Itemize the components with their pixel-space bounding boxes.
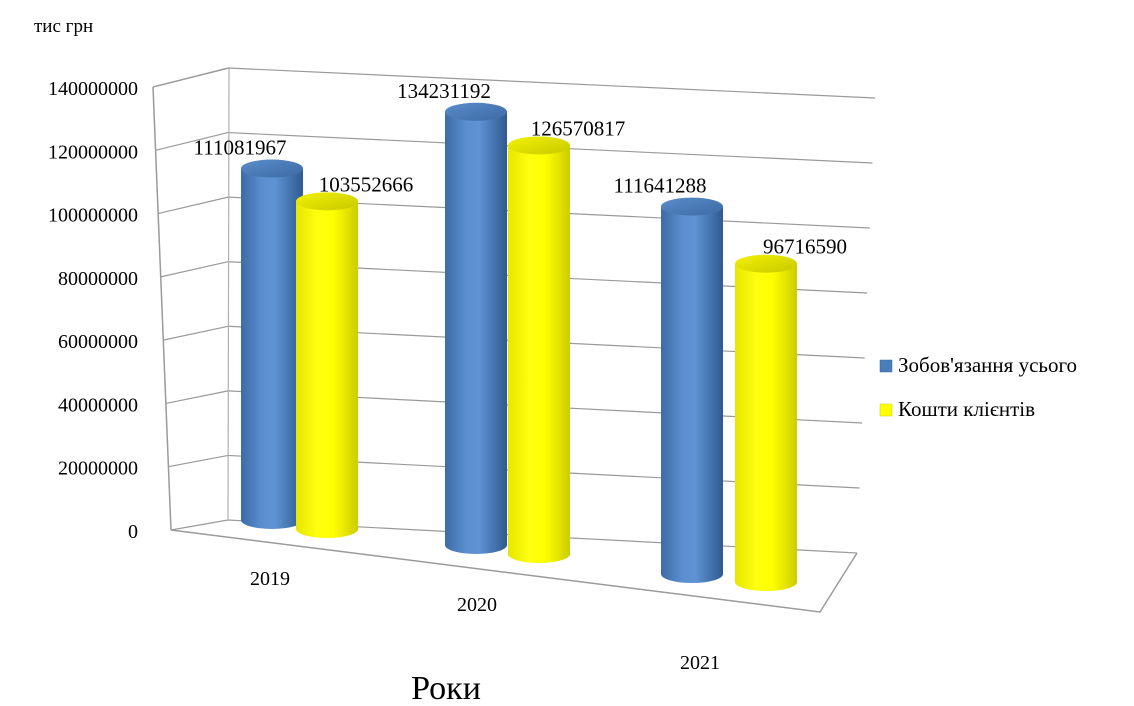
x-tick-label: 2021 [680,652,720,674]
x-tick-label: 2020 [457,594,497,616]
legend-swatch [879,359,893,373]
legend-label: Зобов'язання усього [898,353,1077,377]
gridline-side [168,454,229,468]
gridline [227,67,876,99]
bar-liabilities [445,111,507,554]
y-tick-label: 20000000 [58,458,138,480]
x-tick-labels: 2019 2020 2021 [250,568,720,674]
gridline-side [170,519,229,531]
y-tick-label: 120000000 [48,141,138,163]
data-labels: 111081967 103552666 134231192 126570817 1116… [194,79,847,259]
left-wall-edge [152,86,172,531]
gridline-side [158,196,229,215]
gridline-side [155,131,229,151]
x-axis-label: Роки [411,670,481,706]
top-wall-edge [152,67,230,88]
bar-top [661,197,723,216]
y-tick-label: 60000000 [58,331,138,353]
bar-top [508,136,570,155]
y-tick-label: 80000000 [58,268,138,290]
gridline-side [163,325,229,341]
legend-label: Кошти клієнтів [898,397,1035,421]
bar-client-funds [508,145,570,563]
bar-client-funds [296,201,358,538]
y-tick-labels: 0 20000000 40000000 60000000 80000000 1000000… [48,78,138,543]
y-tick-label: 40000000 [58,394,138,416]
bar-top [445,102,507,121]
bar-liabilities [241,168,303,529]
bar-liabilities [661,206,723,583]
legend: Зобов'язання усього Кошти клієнтів [879,353,1077,421]
legend-swatch [879,403,893,417]
back-corner-edge [227,67,230,521]
y-tick-label: 100000000 [48,205,138,227]
gridline-side [165,390,229,405]
y-axis-label: тис грн [34,16,93,37]
data-label: 134231192 [397,79,491,103]
bar-client-funds [735,263,797,591]
bar-top [241,159,303,178]
y-tick-label: 140000000 [48,78,138,100]
data-label: 96716590 [763,235,847,259]
data-label: 103552666 [319,172,414,196]
gridline-side [160,261,229,278]
bars [241,102,797,591]
y-tick-label: 0 [128,521,138,543]
data-label: 126570817 [531,116,626,140]
floor-edge [170,529,858,613]
data-label: 111081967 [194,136,287,160]
bar-top [735,254,797,273]
bar-top [296,192,358,211]
x-tick-label: 2019 [250,568,290,590]
data-label: 111641288 [614,174,707,198]
